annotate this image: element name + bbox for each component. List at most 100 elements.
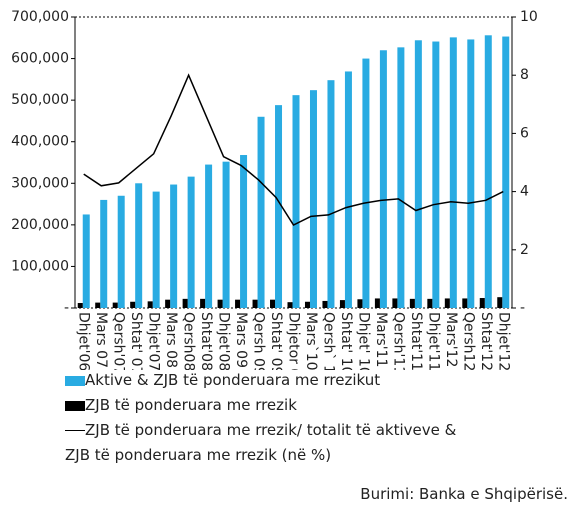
legend-label: ZJB të ponderuara me rrezik/ totalit të … [65,421,457,464]
x-tick-label: Mars 09 [233,312,249,368]
bar [379,50,387,308]
bar [170,184,178,308]
bar [344,71,352,308]
x-tick-label: Qersh12 [460,312,476,370]
x-tick-label: Shtat' 07 [128,312,144,370]
y-tick-label: 500,000 [11,92,69,108]
x-tick-label: Dhjet'08 [216,312,232,370]
legend-item: ZJB të ponderuara me rrezik [65,393,297,418]
x-tick-label: Dhjet'12 [495,312,511,370]
bar [152,191,160,308]
x-tick-label: Shtat' 10 [338,312,354,370]
bar [327,80,335,308]
bar [130,301,136,308]
bar [357,299,363,308]
x-tick-label: Shtat' 09 [268,312,284,370]
x-tick-label: Qersh` 10 [320,312,336,370]
x-tick-label: Shtat'12 [478,312,494,370]
line [83,73,504,227]
bar [147,301,153,308]
y2-tick-label: 6 [520,125,529,141]
y-tick-label: 700,000 [11,9,69,25]
bar [362,58,370,309]
bar [95,302,101,308]
bar [187,176,195,308]
y2-tick-label: 2 [520,242,529,258]
legend-swatch [65,430,85,431]
bar [322,300,328,308]
y-tick-label: 100,000 [11,258,69,274]
x-tick-label: Dhjetor 09 [286,312,302,370]
bar [339,300,345,308]
bar [252,299,258,308]
x-tick-label: Qersh'11 [390,312,406,370]
y-tick-label: 400,000 [11,134,69,150]
y2-tick-label: 10 [520,9,538,25]
bar [82,214,90,308]
y-tick-label: 200,000 [11,217,69,233]
bar [292,95,300,308]
bar [117,195,125,308]
x-tick-label: Mars`10 [303,312,319,370]
source: Burimi: Banka e Shqipërisë. [360,485,568,503]
bar [467,39,475,308]
bar [502,36,510,308]
y-tick-label: - [64,300,69,316]
x-tick-label: Dhjet' 10 [355,312,371,370]
bar [270,299,276,308]
bar [449,37,457,309]
bar [427,298,433,308]
bar [100,199,108,308]
x-tick-label: Shtat'08 [198,312,214,370]
bar [444,298,450,308]
bar [240,155,248,308]
bar [497,297,503,308]
bar [222,161,230,308]
legend-swatch [65,400,85,411]
x-tick-label: Mars'11 [373,312,389,367]
bar [205,164,213,308]
x-tick-label: Shtat'11 [408,312,424,370]
bar [432,41,440,309]
legend-label: Aktive & ZJB të ponderuara me rrezikut [85,371,381,389]
bar [77,303,83,308]
bar [309,90,317,308]
bar [397,47,405,309]
bar [257,116,265,309]
x-tick-label: Mars 07 [93,312,109,368]
y2-tick-label: - [520,300,525,316]
bar [462,298,468,308]
bar [484,35,492,308]
y2-tick-label: 4 [520,184,529,200]
legend-item: ZJB të ponderuara me rrezik/ totalit të … [65,418,465,468]
y-tick-label: 300,000 [11,175,69,191]
bar [409,298,415,308]
x-tick-label: Mars'12 [443,312,459,367]
x-tick-label: Qersh08 [181,312,197,370]
x-tick-label: Dhjet'06 [76,312,92,370]
bar [112,302,118,308]
bar [235,299,241,308]
bar [414,40,422,308]
bar [304,301,310,308]
bar [287,302,293,308]
x-tick-label: Qersh'07 [111,312,127,370]
y-tick-label: 600,000 [11,51,69,67]
bar [374,298,380,308]
legend-label: ZJB të ponderuara me rrezik [85,396,297,414]
bar [165,299,171,308]
bar [217,299,223,308]
x-tick-label: Dhjet'11 [425,312,441,370]
legend-item: Aktive & ZJB të ponderuara me rrezikut [65,368,380,393]
y2-tick-label: 8 [520,67,529,83]
bar [200,298,206,308]
x-tick-label: Mars 08 [163,312,179,368]
bar [135,183,143,308]
bar [392,298,398,308]
x-tick-label: Dhjet'07 [146,312,162,370]
bar [479,298,485,308]
legend-swatch [65,375,85,386]
x-tick-label: Qersh 09 [251,312,267,370]
bar [182,298,188,308]
